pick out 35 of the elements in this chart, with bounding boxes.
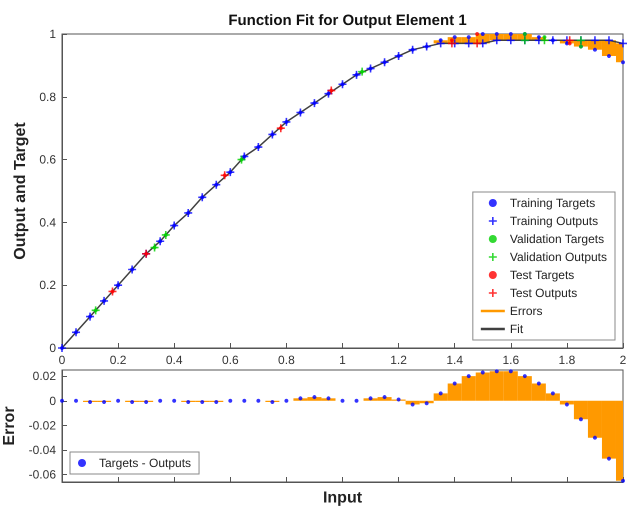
x-tick-label: 1.6 bbox=[502, 353, 520, 367]
legend-label: Test Outputs bbox=[510, 286, 578, 300]
y-tick-label: -0.02 bbox=[28, 418, 56, 432]
x-tick-label: 0.6 bbox=[222, 353, 239, 367]
x-tick-label: 0.4 bbox=[166, 353, 183, 367]
y-tick-label: 0.02 bbox=[32, 369, 56, 384]
chart-title: Function Fit for Output Element 1 bbox=[228, 12, 467, 29]
legend-label: Validation Outputs bbox=[510, 250, 607, 264]
legend-label: Test Targets bbox=[510, 268, 574, 282]
x-tick-label: 0 bbox=[58, 353, 66, 367]
legend-label: Training Targets bbox=[510, 196, 596, 210]
x-tick-label: 0.8 bbox=[278, 353, 296, 367]
y-tick-label: 0.8 bbox=[39, 90, 56, 104]
y-tick-label: 0.4 bbox=[39, 215, 56, 230]
y-axis-title: Output and Target bbox=[12, 122, 29, 260]
legend-label: Errors bbox=[510, 304, 542, 318]
y-tick-label: 0 bbox=[49, 394, 56, 408]
y-axis-title: Error bbox=[1, 406, 18, 446]
legend-label: Fit bbox=[510, 322, 524, 336]
y-tick-label: -0.04 bbox=[28, 443, 56, 457]
y-tick-label: 0 bbox=[49, 341, 56, 355]
y-tick-label: 1 bbox=[49, 27, 56, 41]
legend-label: Training Outputs bbox=[510, 214, 598, 228]
x-axis-title: Input bbox=[322, 490, 363, 506]
x-tick-label: 2 bbox=[620, 353, 627, 367]
x-tick-label: 1.4 bbox=[446, 353, 464, 367]
x-tick-label: 1.2 bbox=[390, 353, 408, 367]
legend-label: Targets - Outputs bbox=[99, 456, 192, 470]
x-tick-label: 1 bbox=[339, 353, 346, 367]
y-tick-label: 0.6 bbox=[39, 152, 56, 167]
x-tick-label: 0.2 bbox=[110, 353, 127, 367]
y-tick-label: 0.2 bbox=[39, 278, 56, 292]
y-tick-label: -0.06 bbox=[28, 468, 56, 482]
legend-label: Validation Targets bbox=[510, 232, 604, 246]
x-tick-label: 1.8 bbox=[558, 353, 576, 367]
